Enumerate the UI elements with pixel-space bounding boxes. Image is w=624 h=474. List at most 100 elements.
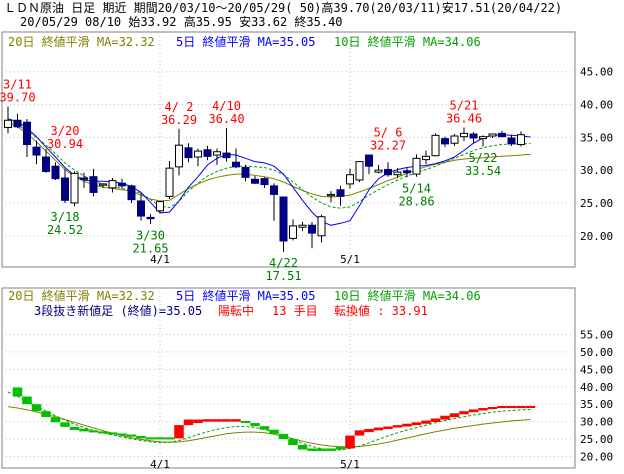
bottom-ytick-label: 20.00 — [580, 451, 613, 464]
top-ytick-label: 20.00 — [580, 230, 613, 243]
bottom-ytick-label: 35.00 — [580, 398, 613, 411]
brick — [69, 426, 80, 431]
annotation-date: 5/21 — [450, 98, 479, 112]
candle-body — [241, 167, 250, 178]
brick — [60, 422, 70, 427]
candle-body — [137, 200, 145, 217]
brick — [383, 426, 393, 429]
brick — [126, 434, 137, 437]
legend-ma10-bottom: 10日 終値平滑 MA=34.06 — [334, 288, 481, 303]
candle-body — [61, 177, 69, 201]
candle-body — [507, 137, 516, 145]
candle-body — [70, 172, 79, 204]
candle-body — [393, 171, 402, 176]
candle-body — [89, 176, 98, 193]
candle-body — [165, 167, 174, 197]
brick — [297, 445, 308, 450]
tlb-status-label: 陽転中 — [218, 303, 254, 318]
brick — [478, 408, 488, 411]
top-ytick-label: 35.00 — [580, 131, 613, 144]
candle-body — [32, 146, 41, 156]
legend-ma20-top: 20日 終値平滑 MA=32.32 — [8, 34, 155, 49]
annotation-date: 4/ 2 — [165, 100, 194, 114]
brick — [240, 420, 251, 424]
brick — [335, 446, 346, 450]
bottom-ytick-label: 25.00 — [580, 433, 613, 446]
brick — [22, 396, 32, 405]
candle-body — [270, 185, 278, 195]
top-ytick-label: 30.00 — [580, 164, 613, 177]
legend-ma20-bottom: 20日 終値平滑 MA=32.32 — [8, 288, 155, 303]
brick — [525, 405, 536, 409]
brick — [288, 439, 298, 446]
candle-body — [441, 138, 449, 145]
tlb-value-label: 3段抜き新値足 (終値)=35.05 — [34, 303, 202, 318]
brick — [459, 411, 469, 415]
chart-header-line1: ＬＤＮ原油 日足 期近 期間20/03/10〜20/05/29( 50)高39.… — [4, 0, 562, 15]
brick — [392, 425, 403, 428]
brick — [497, 405, 507, 409]
candle-body — [146, 216, 155, 220]
candle-body — [156, 201, 164, 212]
brick — [250, 423, 260, 427]
three-line-break-panel: 55.00 50.00 45.00 40.00 35.00 30.00 25.00 20.00… — [1, 287, 613, 471]
candle-body — [251, 178, 259, 184]
annotation-price: 21.65 — [132, 242, 168, 256]
candle-body — [422, 155, 430, 161]
top-ytick-label: 25.00 — [580, 197, 613, 210]
top-xtick-label: 4/1 — [150, 253, 170, 266]
legend-ma5-top: 5日 終値平滑 MA=35.05 — [176, 34, 315, 49]
candle-body — [488, 133, 497, 137]
candle-body — [403, 170, 411, 174]
candle-body — [289, 225, 297, 239]
candle-body — [450, 135, 459, 144]
brick — [212, 419, 222, 422]
candle-body — [184, 147, 193, 159]
brick — [402, 423, 412, 427]
brick — [41, 411, 51, 418]
candle-body — [203, 149, 212, 157]
brick — [31, 404, 42, 412]
top-xtick-label: 5/1 — [340, 253, 360, 266]
candle-body — [308, 224, 316, 234]
brick — [79, 428, 89, 432]
brick — [202, 419, 213, 422]
brick — [221, 419, 232, 422]
candle-body — [365, 154, 373, 167]
candle-body — [317, 216, 326, 237]
candle-body — [298, 224, 307, 228]
brick — [174, 425, 184, 439]
annotation-date: 5/ 6 — [374, 125, 403, 139]
bottom-ytick-label: 30.00 — [580, 416, 613, 429]
tlb-count-label: 13 手目 — [272, 304, 318, 318]
annotation-date: 5/22 — [469, 151, 498, 165]
brick — [487, 406, 498, 410]
candle-body — [51, 165, 60, 180]
annotation-price: 24.52 — [47, 223, 83, 237]
brick — [373, 427, 384, 431]
candle-body — [99, 183, 107, 186]
candle-body — [279, 196, 288, 242]
candle-body — [108, 180, 117, 189]
brick — [50, 417, 61, 423]
brick — [269, 429, 279, 434]
chart-header-line2: 20/05/29 08/10 始33.92 高35.95 安33.62 終35.… — [20, 14, 343, 29]
candle-body — [194, 150, 202, 158]
candle-body — [127, 185, 136, 201]
candle-body — [13, 119, 22, 128]
annotation-price: 33.54 — [465, 164, 501, 178]
brick — [164, 437, 175, 440]
annotation-price: 36.40 — [208, 112, 244, 126]
brick — [326, 448, 336, 451]
candle-body — [42, 156, 50, 172]
candle-body — [327, 193, 335, 197]
candle-body — [469, 133, 478, 139]
brick — [421, 420, 431, 424]
annotation-price: 17.51 — [265, 269, 301, 283]
brick — [468, 409, 479, 413]
legend-ma10-top: 10日 終値平滑 MA=34.06 — [334, 34, 481, 49]
brick — [411, 422, 422, 426]
top-ytick-label: 40.00 — [580, 99, 613, 112]
